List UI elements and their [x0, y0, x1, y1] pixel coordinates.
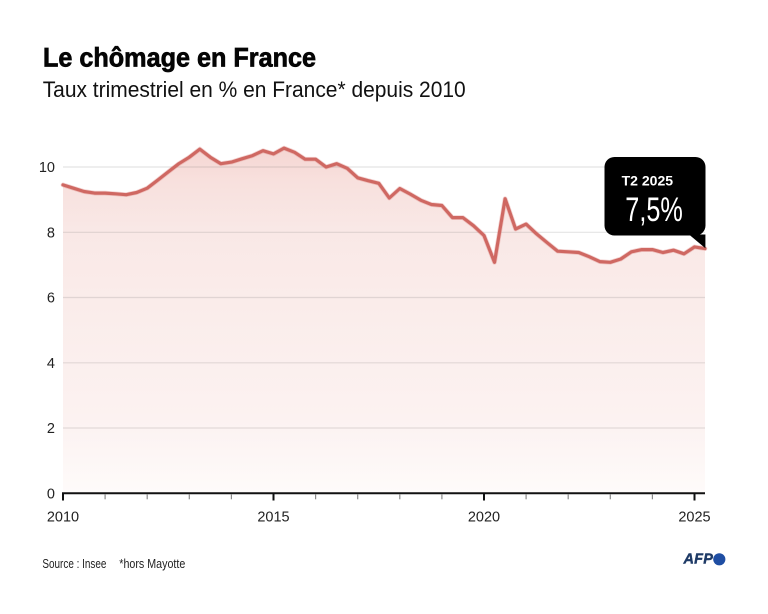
svg-text:Taux trimestriel en % en Franc: Taux trimestriel en % en France* depuis …: [43, 77, 466, 102]
svg-text:0: 0: [47, 486, 55, 502]
svg-text:Le chômage en France: Le chômage en France: [43, 43, 316, 73]
svg-text:2: 2: [47, 421, 55, 437]
svg-text:AFP: AFP: [683, 551, 714, 567]
svg-text:4: 4: [47, 356, 55, 372]
svg-text:T2 2025: T2 2025: [622, 172, 674, 188]
svg-text:2020: 2020: [468, 510, 500, 526]
svg-text:7,5%: 7,5%: [625, 191, 683, 229]
svg-text:Source : Insee: Source : Insee: [42, 556, 106, 571]
svg-text:6: 6: [47, 291, 55, 307]
svg-text:2025: 2025: [678, 510, 710, 526]
svg-text:2010: 2010: [47, 510, 79, 526]
svg-text:10: 10: [39, 160, 55, 176]
svg-text:8: 8: [47, 225, 55, 241]
svg-text:*hors Mayotte: *hors Mayotte: [119, 556, 185, 571]
svg-text:2015: 2015: [257, 510, 289, 526]
